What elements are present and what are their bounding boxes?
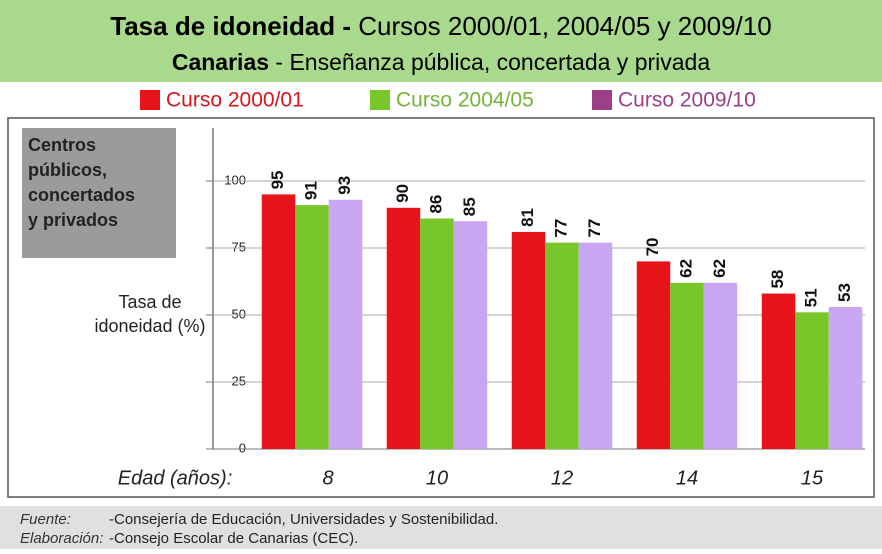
footer-text: -Consejería de Educación, Universidades … [109,511,498,528]
panel-label: y privados [28,210,118,230]
footer-label: Fuente: [20,511,71,528]
plot-frame [7,117,875,498]
bar [795,312,829,449]
footer-text: -Consejo Escolar de Canarias (CEC). [109,530,358,547]
bar [261,194,296,449]
data-label: 62 [676,259,695,278]
data-label: 58 [768,270,787,289]
y-tick-label: 75 [232,239,246,254]
data-label: 91 [301,181,320,200]
legend-label: Curso 2000/01 [166,89,304,112]
x-tick-label: 12 [551,467,573,489]
bar [545,242,579,449]
bar [761,293,796,449]
data-label: 77 [551,219,570,238]
bar [328,199,363,449]
bar [295,205,329,449]
y-tick-label: 100 [224,172,246,187]
data-label: 95 [268,170,287,189]
legend-swatch [370,90,390,110]
bar [420,218,454,449]
bar [578,242,613,449]
panel-label: concertados [28,185,135,205]
y-tick-label: 50 [232,306,246,321]
y-axis-label: Tasa de [118,292,181,312]
bar [511,231,546,449]
data-label: 70 [643,237,662,256]
data-label: 81 [518,208,537,227]
bar [828,306,863,449]
data-label: 62 [710,259,729,278]
y-tick-label: 25 [232,373,246,388]
y-tick-label: 0 [239,440,246,455]
data-label: 90 [393,184,412,203]
data-label: 86 [426,195,445,214]
x-axis-label: Edad (años): [118,467,233,489]
data-label: 53 [835,283,854,302]
subtitle-bold: Canarias [172,49,269,75]
bar [670,282,704,449]
data-label: 93 [335,176,354,195]
panel-box [22,128,176,258]
bar [453,221,488,449]
x-tick-label: 8 [322,467,333,489]
legend-swatch [592,90,612,110]
data-label: 85 [460,197,479,216]
bar [703,282,738,449]
data-label: 51 [801,288,820,307]
bar [636,261,671,449]
panel-label: públicos, [28,160,107,180]
legend-swatch [140,90,160,110]
legend-label: Curso 2004/05 [396,89,534,112]
footer-label: Elaboración: [20,530,103,547]
bar [386,207,421,449]
chart-title: Tasa de idoneidad - Cursos 2000/01, 2004… [110,11,771,41]
legend-label: Curso 2009/10 [618,89,756,112]
x-tick-label: 14 [676,467,698,489]
x-tick-label: 15 [801,467,824,489]
title-bold: Tasa de idoneidad - [110,11,351,41]
panel-label: Centros [28,135,96,155]
x-tick-label: 10 [426,467,448,489]
title-rest: Cursos 2000/01, 2004/05 y 2009/10 [358,11,771,41]
footer-band [0,506,882,549]
title-band [0,0,882,82]
chart-subtitle: Canarias - Enseñanza pública, concertada… [172,49,710,75]
subtitle-rest: - Enseñanza pública, concertada y privad… [275,49,710,75]
y-axis-label: idoneidad (%) [94,316,205,336]
data-label: 77 [585,219,604,238]
